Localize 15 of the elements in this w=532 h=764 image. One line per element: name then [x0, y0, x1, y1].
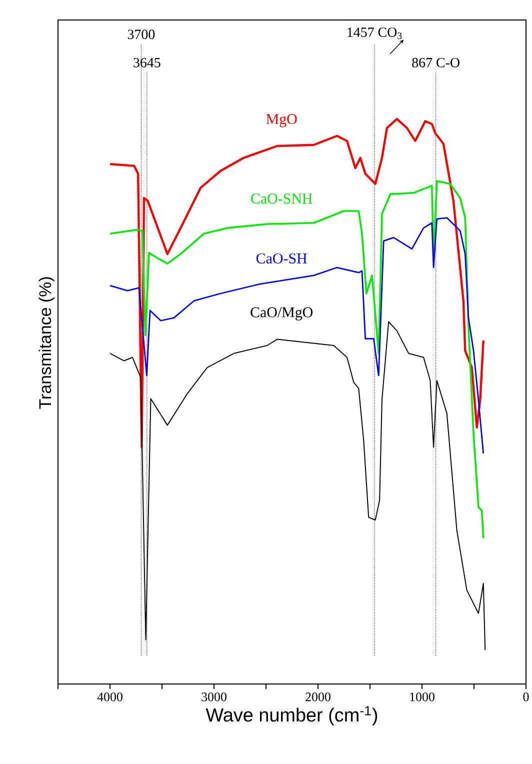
- x-tick-label: 3000: [202, 692, 226, 702]
- y-axis-title: Transmitance (%): [38, 277, 54, 409]
- x-tick-label: 0: [523, 692, 529, 702]
- series-label: CaO-SH: [256, 253, 307, 264]
- x-tick-label: 1000: [410, 692, 434, 702]
- series-label: CaO/MgO: [250, 307, 313, 320]
- x-axis-title: Wave number (cm$^{-1}$): [206, 706, 378, 726]
- ref-line-label: 3645: [134, 58, 160, 68]
- x-tick-label: 4000: [97, 692, 122, 702]
- x-tick-label: 2000: [306, 692, 330, 702]
- ref-line-label: 3700: [128, 30, 155, 40]
- ref-line-label: 1457 CO$_{3}$: [348, 28, 402, 40]
- ref-line-label: 867 C-O: [412, 58, 460, 68]
- series-label: MgO: [266, 114, 297, 128]
- series-label: CaO-SNH: [251, 194, 312, 204]
